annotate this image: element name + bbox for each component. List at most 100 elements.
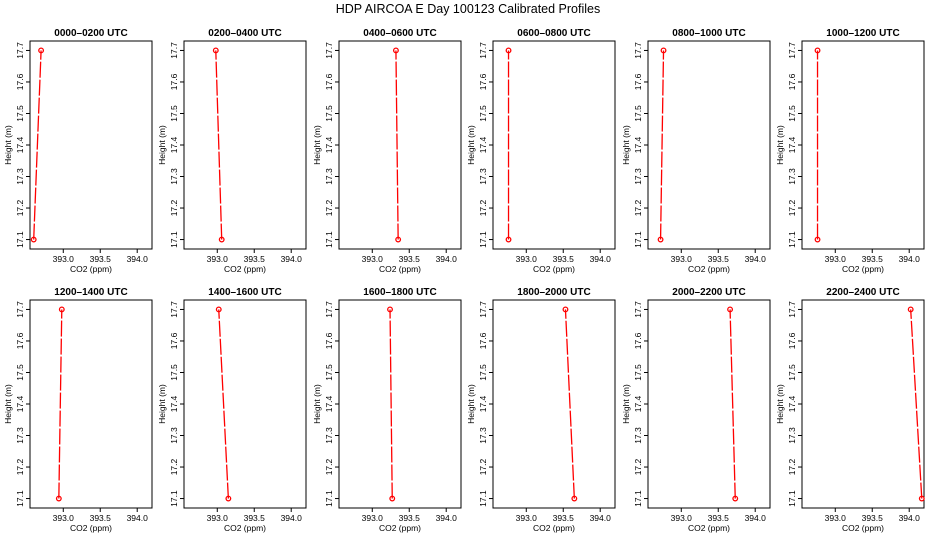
y-axis-label: Height (m) — [312, 125, 322, 165]
y-tick-label: 17.6 — [324, 73, 334, 90]
y-tick-label: 17.3 — [169, 427, 179, 444]
plot-frame — [647, 40, 771, 250]
y-tick-label: 17.5 — [169, 364, 179, 381]
x-axis-label: CO2 (ppm) — [379, 523, 421, 533]
panel-title: 0800–1000 UTC — [672, 28, 745, 39]
y-tick-label: 17.2 — [478, 458, 488, 475]
y-tick-label: 17.2 — [169, 199, 179, 216]
plot-frame — [647, 299, 771, 509]
panel-title: 1000–1200 UTC — [826, 28, 899, 39]
y-tick-label: 17.7 — [324, 301, 334, 318]
y-axis-label: Height (m) — [312, 384, 322, 424]
x-axis-label: CO2 (ppm) — [688, 523, 730, 533]
y-tick-label: 17.4 — [169, 395, 179, 412]
plot-frame — [338, 299, 462, 509]
profile-line — [33, 50, 42, 240]
y-tick-label: 17.7 — [478, 301, 488, 318]
y-tick-label: 17.1 — [15, 490, 25, 507]
y-tick-label: 17.4 — [478, 136, 488, 153]
profile-point — [732, 495, 739, 502]
panel-title: 0400–0600 UTC — [363, 28, 436, 39]
profile-point — [215, 306, 222, 313]
y-tick-label: 17.6 — [633, 332, 643, 349]
y-tick-label: 17.7 — [169, 301, 179, 318]
profile-line — [395, 50, 399, 240]
x-tick-label: 393.0 — [516, 254, 538, 264]
profile-point — [814, 47, 821, 54]
y-tick-label: 17.5 — [787, 105, 797, 122]
y-tick-label: 17.3 — [169, 168, 179, 185]
x-axis-label: CO2 (ppm) — [842, 264, 884, 274]
y-tick-label: 17.4 — [478, 395, 488, 412]
x-tick-label: 393.5 — [244, 254, 266, 264]
y-tick-label: 17.4 — [324, 136, 334, 153]
y-tick-label: 17.1 — [787, 490, 797, 507]
y-tick-label: 17.2 — [15, 199, 25, 216]
y-tick-label: 17.3 — [633, 168, 643, 185]
panel-0: 0000–0200 UTC 393.0 393.5 394.0 17.1 17.2 17.3… — [3, 28, 153, 274]
y-tick-label: 17.5 — [478, 364, 488, 381]
profile-point — [660, 47, 667, 54]
panel-title: 1400–1600 UTC — [208, 287, 281, 298]
plot-frame — [801, 299, 925, 509]
panel-3: 0600–0800 UTC 393.0 393.5 394.0 17.1 17.2 17.3… — [466, 28, 616, 274]
y-tick-label: 17.1 — [633, 490, 643, 507]
y-tick-label: 17.7 — [15, 301, 25, 318]
panel-title: 0600–0800 UTC — [517, 28, 590, 39]
y-tick-label: 17.3 — [787, 427, 797, 444]
profile-line — [659, 50, 665, 240]
x-tick-label: 394.0 — [436, 254, 458, 264]
y-axis-label: Height (m) — [157, 384, 167, 424]
profile-line — [729, 309, 736, 499]
y-tick-label: 17.2 — [787, 199, 797, 216]
profile-point — [392, 47, 399, 54]
y-tick-label: 17.3 — [478, 168, 488, 185]
profile-line — [389, 309, 393, 499]
profile-point — [38, 47, 45, 54]
y-tick-label: 17.5 — [324, 105, 334, 122]
plot-frame — [338, 40, 462, 250]
y-axis-label: Height (m) — [3, 125, 13, 165]
y-tick-label: 17.6 — [15, 332, 25, 349]
y-tick-label: 17.4 — [787, 136, 797, 153]
plot-frame — [183, 40, 307, 250]
x-tick-label: 393.0 — [825, 254, 847, 264]
profile-point — [505, 47, 512, 54]
y-tick-label: 17.1 — [15, 231, 25, 248]
x-tick-label: 393.5 — [708, 513, 730, 523]
y-tick-label: 17.4 — [15, 395, 25, 412]
plot-frame — [183, 299, 307, 509]
x-tick-label: 393.0 — [207, 254, 229, 264]
plot-frame — [492, 40, 616, 250]
y-tick-label: 17.5 — [633, 105, 643, 122]
panel-5: 1000–1200 UTC 393.0 393.5 394.0 17.1 17.2 17.3… — [775, 28, 925, 274]
profile-point — [212, 47, 219, 54]
profile-line — [910, 309, 923, 499]
y-axis-label: Height (m) — [3, 384, 13, 424]
y-axis-label: Height (m) — [775, 125, 785, 165]
profile-point — [571, 495, 578, 502]
y-tick-label: 17.6 — [169, 73, 179, 90]
figure-title: HDP AIRCOA E Day 100123 Calibrated Profi… — [336, 2, 600, 16]
y-tick-label: 17.4 — [169, 136, 179, 153]
y-tick-label: 17.1 — [478, 490, 488, 507]
panel-4: 0800–1000 UTC 393.0 393.5 394.0 17.1 17.2 17.3… — [621, 28, 771, 274]
y-tick-label: 17.1 — [787, 231, 797, 248]
x-tick-label: 393.5 — [553, 254, 575, 264]
x-tick-label: 393.5 — [399, 513, 421, 523]
profile-line — [58, 309, 63, 499]
panel-6: 1200–1400 UTC 393.0 393.5 394.0 17.1 17.2 17.3… — [3, 287, 153, 533]
panel-2: 0400–0600 UTC 393.0 393.5 394.0 17.1 17.2 17.3… — [312, 28, 462, 274]
x-axis-label: CO2 (ppm) — [842, 523, 884, 533]
y-tick-label: 17.3 — [787, 168, 797, 185]
profile-line — [564, 309, 575, 499]
x-axis-label: CO2 (ppm) — [70, 264, 112, 274]
y-tick-label: 17.2 — [633, 199, 643, 216]
profile-point — [387, 306, 393, 313]
y-tick-label: 17.1 — [324, 490, 334, 507]
y-axis-label: Height (m) — [775, 384, 785, 424]
x-tick-label: 394.0 — [281, 254, 303, 264]
y-tick-label: 17.7 — [633, 42, 643, 59]
x-tick-label: 393.0 — [53, 254, 75, 264]
